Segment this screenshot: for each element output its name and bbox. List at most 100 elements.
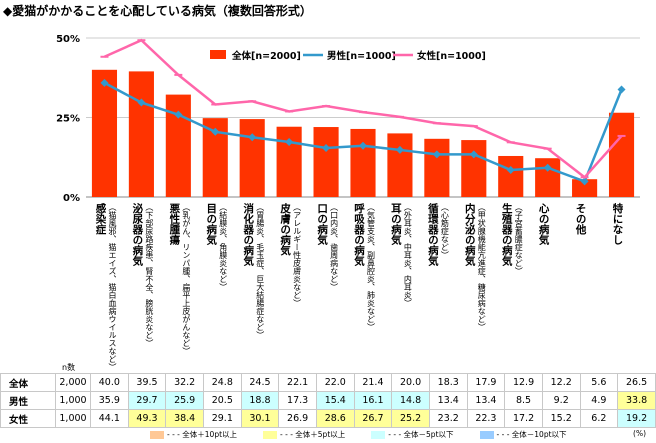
value-cell: 20.5: [202, 391, 242, 410]
chart-svg: 0% 25% 50% 全体[n=2000] 男性[n=1000] 女性[n=1000] 感染…: [56, 34, 640, 371]
value-cell: 13.4: [428, 391, 468, 410]
legend-label: 男性[n=1000]: [327, 50, 396, 62]
legend-swatch: [210, 50, 226, 59]
value-cell: 17.9: [466, 373, 506, 392]
highlight-legend-item: - - - 全体－5pt以下: [371, 429, 454, 440]
value-cell: 26.7: [353, 409, 393, 428]
value-cell: 12.2: [541, 373, 581, 392]
n-cell: 1,000: [55, 409, 91, 428]
point-marker: [248, 133, 257, 142]
bar: [387, 133, 413, 197]
value-cell: 15.2: [541, 409, 581, 428]
category-sublabel: （乳がん、リンパ腫、扁平上皮がんなど）: [182, 203, 191, 355]
highlight-legend: - - - 全体＋10pt以上 - - - 全体＋5pt以上 - - - 全体－5p…: [150, 429, 593, 440]
value-cell: 20.0: [391, 373, 430, 392]
bar: [128, 71, 154, 197]
unit-label: (%): [633, 429, 646, 438]
value-cell: 22.0: [315, 373, 355, 392]
category-sublabel: （口内炎、歯周病など）: [330, 203, 339, 291]
value-cell: 6.2: [579, 409, 619, 428]
legend-label: - - - 全体－5pt以下: [388, 430, 454, 439]
table-row: 男性 1,000 35.9 29.7 25.9 20.5 18.8 17.3 15.4 16.1 1…: [0, 391, 656, 410]
category-label: 悪性腫瘍: [168, 203, 180, 246]
value-cell: 24.8: [202, 373, 242, 392]
value-cell: 33.8: [617, 391, 656, 410]
legend-swatch: [371, 431, 386, 439]
value-cell: 17.2: [504, 409, 543, 428]
value-cell: 29.7: [127, 391, 167, 410]
legend-swatch: [150, 431, 164, 439]
category-sublabel: （外耳炎、中耳炎、内耳炎）: [403, 203, 412, 307]
legend-label: - - - 全体＋10pt以上: [167, 430, 238, 439]
point-marker: [432, 150, 441, 159]
value-cell: 29.1: [202, 409, 242, 428]
bar: [424, 138, 450, 197]
n-header: n数: [62, 363, 76, 372]
bar: [608, 112, 635, 197]
legend-label: 女性[n=1000]: [417, 50, 486, 62]
point-marker: [543, 163, 552, 172]
bar: [498, 155, 524, 197]
n-cell: 2,000: [55, 373, 91, 392]
category-sublabel: （猫風邪、猫エイズ、猫白血病ウイルスなど）: [108, 203, 117, 371]
category-label: 消化器の病気: [242, 202, 254, 267]
value-cell: 23.2: [428, 409, 468, 428]
value-cell: 44.1: [90, 409, 129, 428]
value-cell: 26.5: [617, 373, 656, 392]
point-marker: [100, 78, 109, 87]
value-cell: 13.4: [466, 391, 506, 410]
value-cell: 22.3: [466, 409, 506, 428]
highlight-legend-item: - - - 全体－10pt以下: [479, 429, 567, 440]
legend-label: 全体[n=2000]: [231, 50, 301, 62]
value-cell: 38.4: [165, 409, 204, 428]
category-label: その他: [575, 203, 587, 235]
category-label: 耳の病気: [390, 203, 402, 246]
category-label: 呼吸器の病気: [353, 202, 365, 267]
n-cell: 1,000: [55, 391, 91, 410]
value-cell: 25.9: [165, 391, 204, 410]
category-label: 循環器の病気: [427, 202, 439, 267]
category-label: 心の病気: [538, 203, 550, 246]
value-cell: 30.1: [240, 409, 280, 428]
value-cell: 39.5: [127, 373, 167, 392]
row-header: 男性: [0, 391, 56, 410]
point-marker: [322, 144, 331, 153]
category-label: 目の病気: [205, 203, 217, 246]
point-marker: [506, 165, 515, 174]
bar: [91, 69, 118, 197]
point-marker: [395, 145, 404, 154]
value-cell: 21.4: [353, 373, 393, 392]
highlight-legend-item: - - - 全体＋5pt以上: [263, 429, 345, 440]
value-cell: 18.8: [240, 391, 280, 410]
table-row: 女性 1,000 44.1 49.3 38.4 29.1 30.1 26.9 28.6 26.7 2…: [0, 409, 656, 428]
legend-swatch: [479, 431, 494, 439]
bar: [461, 140, 487, 197]
bar: [276, 126, 302, 197]
bar: [239, 119, 265, 197]
category-sublabel: （胃腸炎、毛玉症、巨大結腸症など）: [256, 203, 265, 339]
category-label: 泌尿器の病気: [131, 202, 143, 267]
point-marker: [211, 127, 220, 136]
value-cell: 17.3: [278, 391, 317, 410]
value-cell: 40.0: [90, 373, 129, 392]
category-label: 生殖器の病気: [501, 202, 513, 267]
point-marker: [469, 150, 478, 159]
value-cell: 22.1: [278, 373, 317, 392]
category-label: 内分泌の病気: [464, 202, 476, 267]
legend-label: - - - 全体＋5pt以上: [280, 430, 346, 439]
category-sublabel: （気管支炎、副鼻腔炎、肺炎など）: [367, 203, 376, 331]
category-sublabel: （アレルギー性皮膚炎など）: [293, 203, 302, 307]
chart-title: ◆愛猫がかかることを心配している病気（複数回答形式）: [3, 4, 312, 18]
value-cell: 35.9: [90, 391, 129, 410]
value-cell: 26.9: [278, 409, 317, 428]
point-marker: [617, 85, 626, 94]
category-sublabel: （心筋症など）: [440, 203, 449, 259]
value-cell: 12.9: [504, 373, 543, 392]
category-label: 特になし: [612, 202, 624, 246]
y-tick-label: 0%: [63, 193, 80, 204]
point-marker: [285, 137, 294, 146]
value-cell: 14.8: [391, 391, 430, 410]
value-cell: 49.3: [127, 409, 167, 428]
row-header: 女性: [0, 409, 56, 428]
value-cell: 19.2: [617, 409, 656, 428]
